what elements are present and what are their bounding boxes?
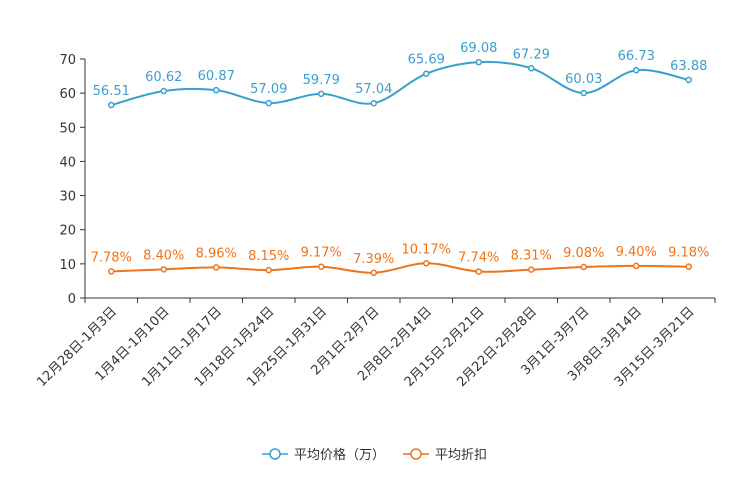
data-label: 9.18% xyxy=(668,246,709,261)
data-label: 57.04 xyxy=(355,82,392,97)
legend-label-price: 平均价格（万） xyxy=(294,448,386,463)
data-label: 60.62 xyxy=(145,70,182,85)
series-line-price xyxy=(110,60,689,107)
data-label: 60.87 xyxy=(198,69,235,84)
legend-marker-discount xyxy=(403,447,430,460)
data-point[interactable] xyxy=(108,101,115,109)
data-label: 59.79 xyxy=(303,73,340,88)
data-label: 9.17% xyxy=(301,246,342,261)
data-label: 67.29 xyxy=(513,47,550,62)
y-tick-label: 50 xyxy=(59,121,76,136)
data-point[interactable] xyxy=(108,268,115,275)
data-point[interactable] xyxy=(265,266,272,274)
data-label: 60.03 xyxy=(565,72,602,87)
data-label: 9.08% xyxy=(563,246,604,261)
data-point[interactable] xyxy=(370,269,377,277)
data-point[interactable] xyxy=(580,263,587,271)
data-point[interactable] xyxy=(213,86,220,94)
series-line-discount xyxy=(111,262,689,274)
data-point[interactable] xyxy=(160,87,167,95)
legend: 平均价格（万） 平均折扣 xyxy=(262,444,505,463)
data-label: 7.39% xyxy=(353,252,394,267)
y-tick-label: 20 xyxy=(59,224,76,239)
data-label: 8.96% xyxy=(196,246,237,261)
data-point[interactable] xyxy=(475,58,482,66)
data-point[interactable] xyxy=(370,99,377,107)
y-tick-label: 40 xyxy=(59,155,76,170)
data-point[interactable] xyxy=(580,89,587,97)
data-label: 8.40% xyxy=(143,248,184,263)
data-point[interactable] xyxy=(528,65,535,72)
y-tick-label: 60 xyxy=(59,87,76,102)
data-label: 7.78% xyxy=(91,250,132,265)
legend-item-discount[interactable]: 平均折扣 xyxy=(403,444,487,463)
data-label: 57.09 xyxy=(250,82,287,97)
y-tick-label: 30 xyxy=(59,190,76,205)
data-point[interactable] xyxy=(685,263,692,270)
data-point[interactable] xyxy=(423,70,430,77)
legend-item-price[interactable]: 平均价格（万） xyxy=(262,444,385,463)
data-point[interactable] xyxy=(265,99,272,107)
data-point[interactable] xyxy=(475,268,482,275)
data-label: 7.74% xyxy=(458,251,499,266)
data-label: 69.08 xyxy=(460,41,497,56)
data-label: 8.15% xyxy=(248,249,289,264)
data-point[interactable] xyxy=(318,263,325,270)
data-label: 8.31% xyxy=(511,249,552,264)
data-label: 56.51 xyxy=(93,84,130,99)
y-tick-label: 10 xyxy=(59,258,76,273)
data-label: 10.17% xyxy=(401,242,451,257)
data-label: 66.73 xyxy=(618,49,655,64)
legend-label-discount: 平均折扣 xyxy=(435,448,488,463)
data-point[interactable] xyxy=(685,76,692,84)
y-tick-label: 0 xyxy=(68,292,76,307)
legend-marker-price xyxy=(262,447,288,460)
data-point[interactable] xyxy=(318,90,325,98)
y-tick-label: 70 xyxy=(59,53,76,68)
data-point[interactable] xyxy=(633,262,640,270)
data-point[interactable] xyxy=(213,264,220,271)
data-point[interactable] xyxy=(528,266,535,273)
data-label: 63.88 xyxy=(670,59,707,74)
data-point[interactable] xyxy=(633,66,640,74)
data-point[interactable] xyxy=(423,260,430,267)
data-label: 65.69 xyxy=(408,53,445,68)
data-label: 9.40% xyxy=(616,245,657,260)
data-point[interactable] xyxy=(160,266,167,273)
